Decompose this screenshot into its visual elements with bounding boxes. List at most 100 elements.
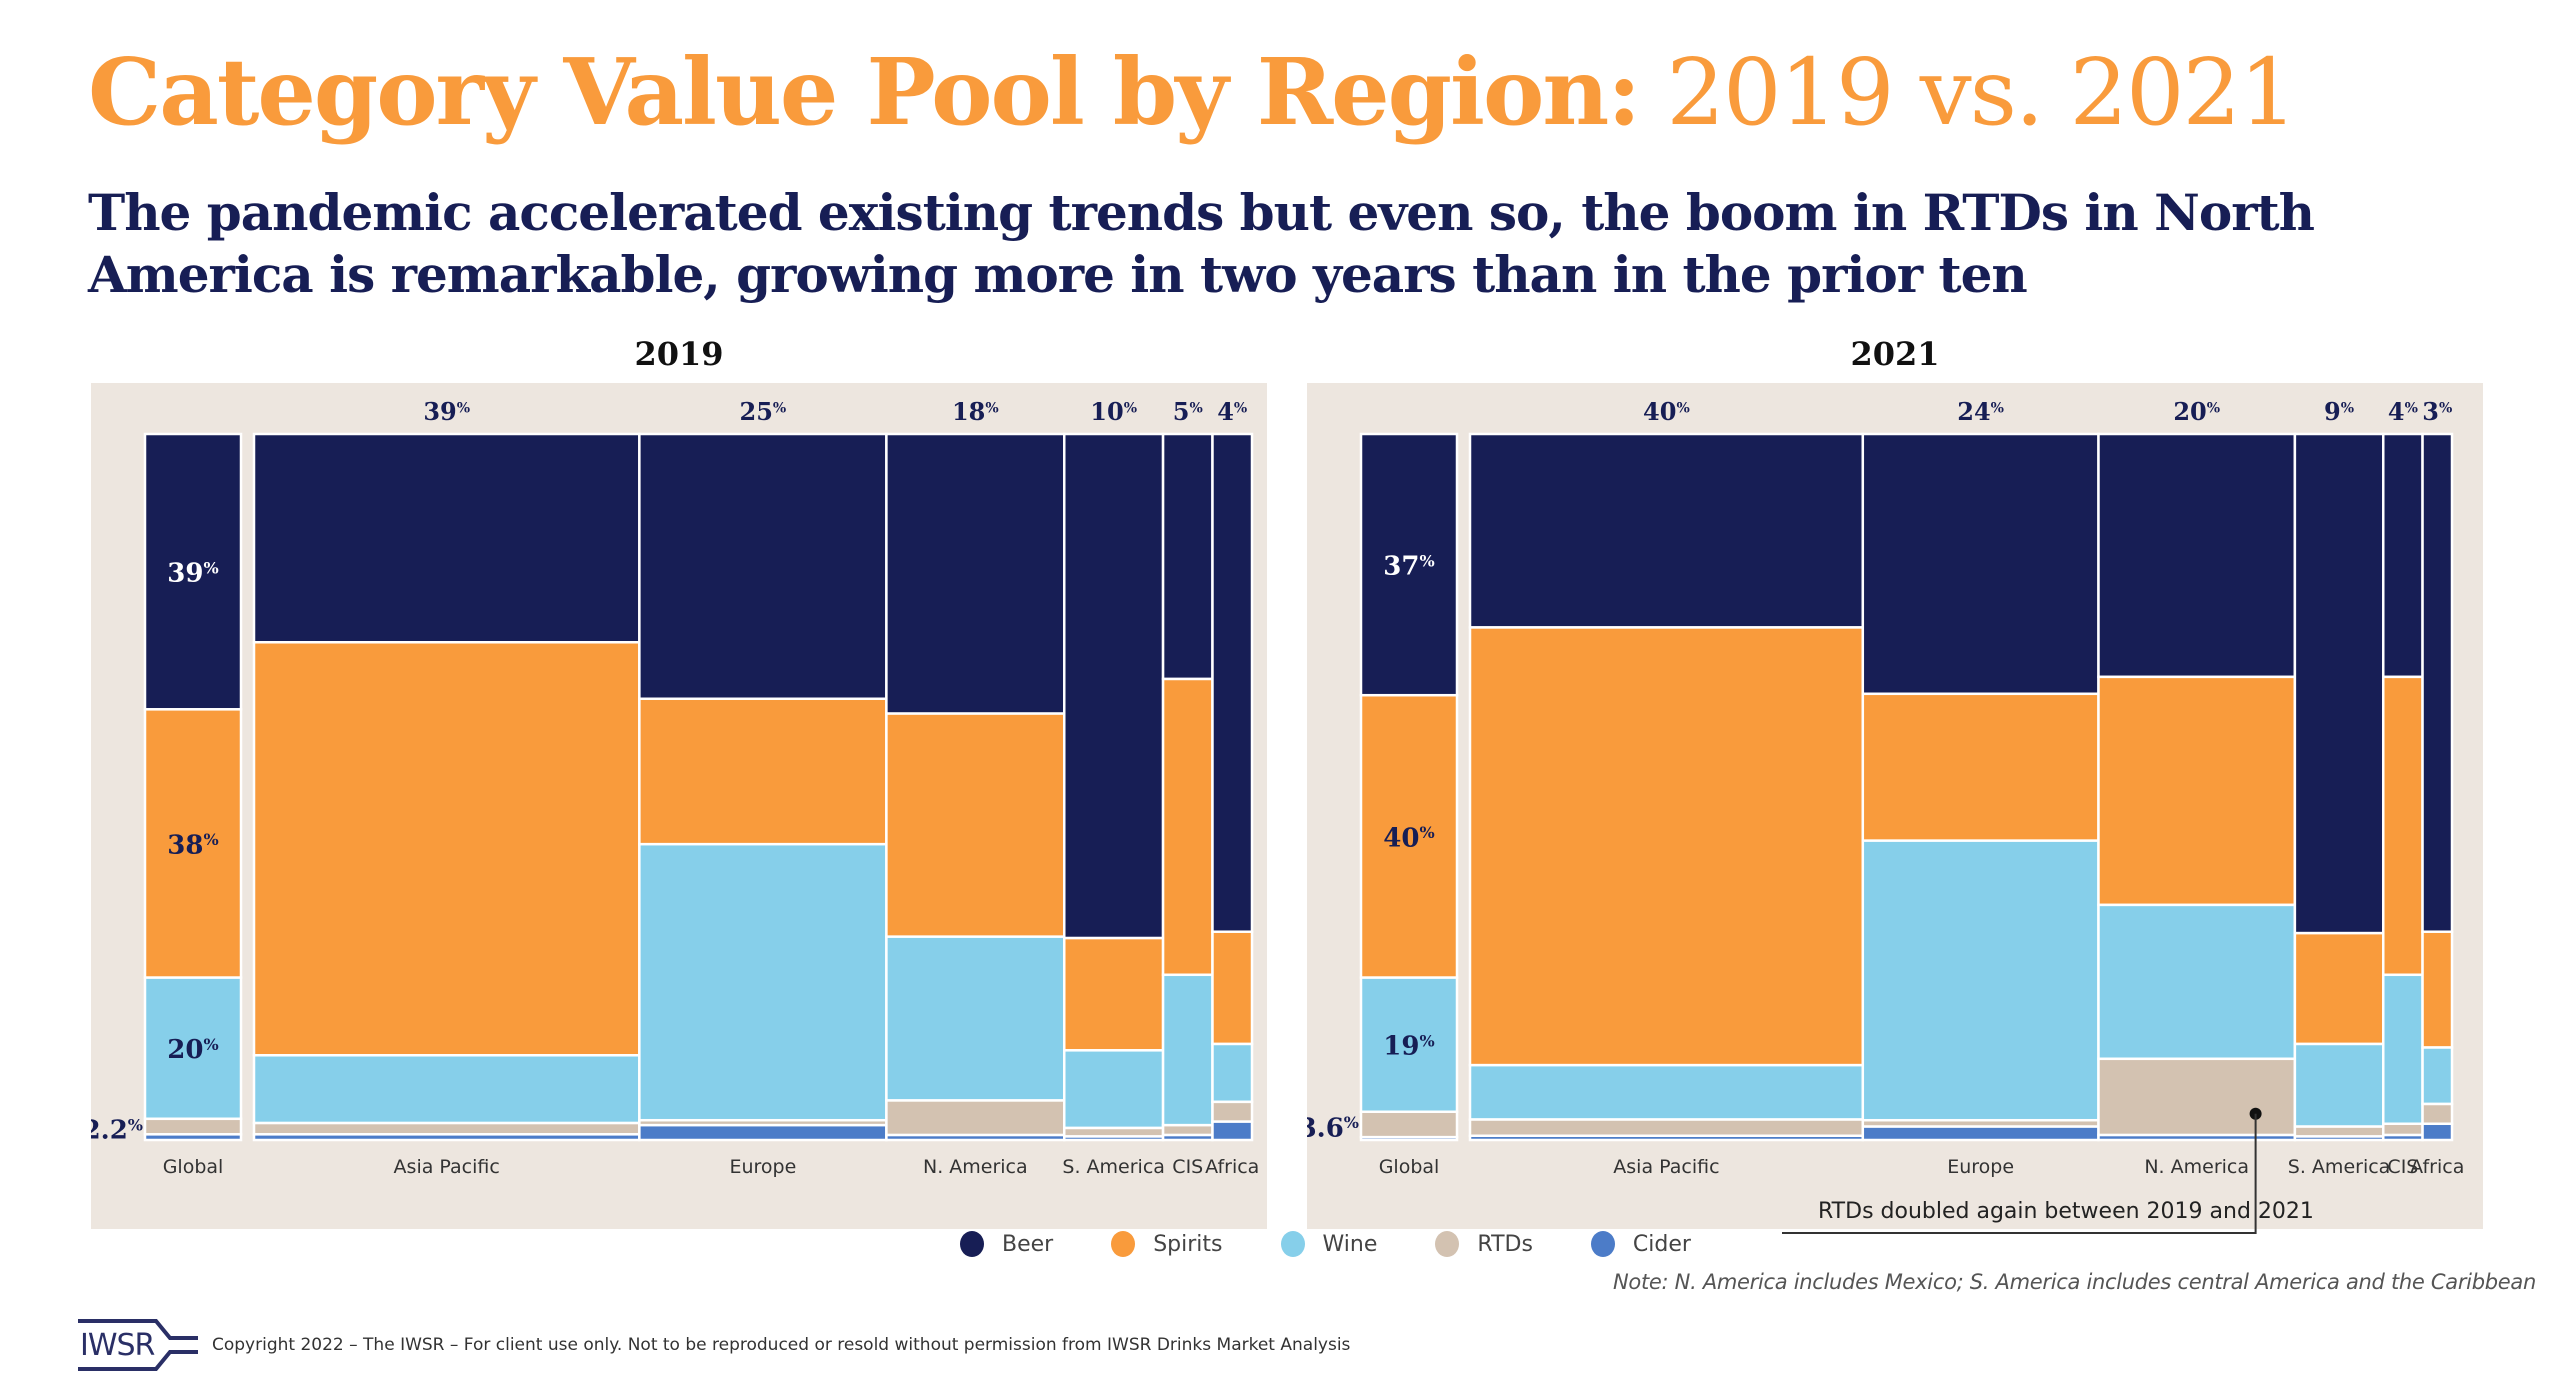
logo-text: IWSR: [80, 1328, 155, 1363]
bar-s-america: [2293, 432, 2385, 1142]
global-beer-label: 39%: [167, 558, 218, 588]
segment-beer: [1861, 432, 2100, 696]
bar-cis: [1161, 432, 1214, 1142]
segment-rtds: [2382, 1122, 2424, 1137]
segment-beer: [2097, 432, 2297, 679]
global-beer-label: 37%: [1383, 551, 1434, 581]
segment-cider: [143, 1133, 243, 1142]
region-share-label-africa: 4%: [1217, 397, 1247, 426]
segment-spirits: [2097, 675, 2297, 907]
legend-item-wine: Wine: [1280, 1231, 1378, 1257]
segment-spirits: [1211, 930, 1254, 1046]
segment-wine: [2382, 973, 2424, 1126]
segment-beer: [2382, 432, 2424, 679]
chart-panel-2021: 37% 40% 19% 3.6% Global 40% Asia Pacific 24% Eur…: [1307, 383, 2483, 1229]
segment-cider: [885, 1133, 1066, 1142]
legend-dot-beer-icon: [960, 1231, 984, 1257]
region-share-label-n-america: 18%: [952, 397, 999, 426]
segment-rtds: [1359, 1110, 1459, 1139]
region-label-africa: Africa: [1205, 1156, 1259, 1178]
region-share-label-s-america: 9%: [2324, 397, 2354, 426]
legend-item-spirits: Spirits: [1111, 1231, 1223, 1257]
region-label-europe: Europe: [729, 1156, 796, 1178]
legend-item-beer: Beer: [960, 1231, 1053, 1257]
global-wine-label: 20%: [167, 1035, 218, 1065]
global-spirits-label: 40%: [1383, 823, 1434, 853]
region-label-asia-pacific: Asia Pacific: [394, 1156, 500, 1178]
segment-rtds: [2421, 1102, 2454, 1126]
segment-spirits: [1861, 692, 2100, 842]
mosaic-chart-2021: 37% 40% 19% 3.6% Global 40% Asia Pacific 24% Eur…: [1307, 397, 2464, 1178]
chart-panel-2019: 39% 38% 20% 2.2% Global 39% Asia Pacific 25% Eur…: [91, 383, 1267, 1229]
segment-rtds: [1063, 1126, 1165, 1138]
global-wine-label: 19%: [1383, 1031, 1434, 1061]
segment-cider: [1861, 1125, 2100, 1142]
region-share-label-africa: 3%: [2422, 397, 2452, 426]
segment-cider: [252, 1133, 641, 1142]
bar-europe: [638, 432, 888, 1142]
segment-beer: [1161, 432, 1214, 681]
legend-item-rtds: RTDs: [1435, 1231, 1533, 1257]
bar-cis: [2382, 432, 2424, 1142]
legend-label: Cider: [1632, 1231, 1691, 1257]
mosaic-chart-2019: 39% 38% 20% 2.2% Global 39% Asia Pacific 25% Eur…: [91, 397, 1259, 1178]
region-label-africa: Africa: [2410, 1156, 2464, 1178]
segment-wine: [2097, 903, 2297, 1061]
iwsr-logo-icon: [78, 1319, 198, 1371]
page-title: Category Value Pool by Region: 2019 vs. …: [88, 39, 2298, 146]
title-years: 2019 vs. 2021: [1639, 39, 2297, 146]
legend-item-cider: Cider: [1590, 1231, 1691, 1257]
copyright-text: Copyright 2022 – The IWSR – For client u…: [212, 1335, 1351, 1355]
bar-global: [1359, 432, 1459, 1142]
bar-global: [143, 432, 243, 1142]
region-share-label-europe: 24%: [1957, 397, 2004, 426]
region-label-s-america: S. America: [1062, 1156, 1165, 1178]
segment-spirits: [2421, 930, 2454, 1049]
bar-n-america: [885, 432, 1066, 1142]
global-rtds-label: 2.2%: [91, 1115, 143, 1145]
chart-title-2021: 2021: [1850, 335, 1940, 373]
segment-wine: [1211, 1042, 1254, 1104]
segment-rtds: [2293, 1125, 2385, 1138]
segment-wine: [252, 1054, 641, 1125]
region-share-label-s-america: 10%: [1090, 397, 1137, 426]
segment-beer: [1211, 432, 1254, 933]
region-label-global: Global: [1379, 1156, 1440, 1178]
region-label-global: Global: [163, 1156, 224, 1178]
segment-beer: [252, 432, 641, 644]
segment-rtds: [2097, 1057, 2297, 1137]
iwsr-logo: IWSR: [78, 1318, 198, 1372]
segment-spirits: [1063, 936, 1165, 1052]
segment-beer: [2421, 432, 2454, 933]
footer: IWSR Copyright 2022 – The IWSR – For cli…: [78, 1318, 1350, 1372]
region-share-label-n-america: 20%: [2173, 397, 2220, 426]
segment-spirits: [1359, 693, 1459, 979]
segment-cider: [1161, 1133, 1214, 1142]
region-label-n-america: N. America: [2144, 1156, 2249, 1178]
segment-spirits: [143, 708, 243, 979]
legend-label: Wine: [1322, 1231, 1378, 1257]
global-spirits-label: 38%: [167, 830, 218, 860]
bar-n-america: [2097, 432, 2297, 1142]
segment-beer: [1359, 432, 1459, 697]
segment-wine: [638, 842, 888, 1122]
segment-spirits: [1161, 677, 1214, 977]
segment-spirits: [885, 712, 1066, 938]
region-share-label-europe: 25%: [740, 397, 787, 426]
segment-cider: [2097, 1133, 2297, 1142]
bar-asia-pacific: [1468, 432, 1865, 1142]
segment-spirits: [2382, 675, 2424, 977]
bar-africa: [1211, 432, 1254, 1142]
chart-legend: Beer Spirits Wine RTDs Cider: [960, 1231, 1749, 1257]
legend-label: Spirits: [1153, 1231, 1223, 1257]
segment-rtds: [1211, 1100, 1254, 1123]
region-share-label-cis: 5%: [1173, 397, 1203, 426]
segment-cider: [2382, 1133, 2424, 1142]
segment-rtds: [252, 1121, 641, 1136]
segment-cider: [2421, 1122, 2454, 1142]
segment-wine: [885, 935, 1066, 1102]
segment-cider: [1468, 1134, 1865, 1142]
segment-spirits: [2293, 931, 2385, 1046]
legend-dot-rtds-icon: [1435, 1231, 1460, 1257]
segment-wine: [2293, 1042, 2385, 1128]
